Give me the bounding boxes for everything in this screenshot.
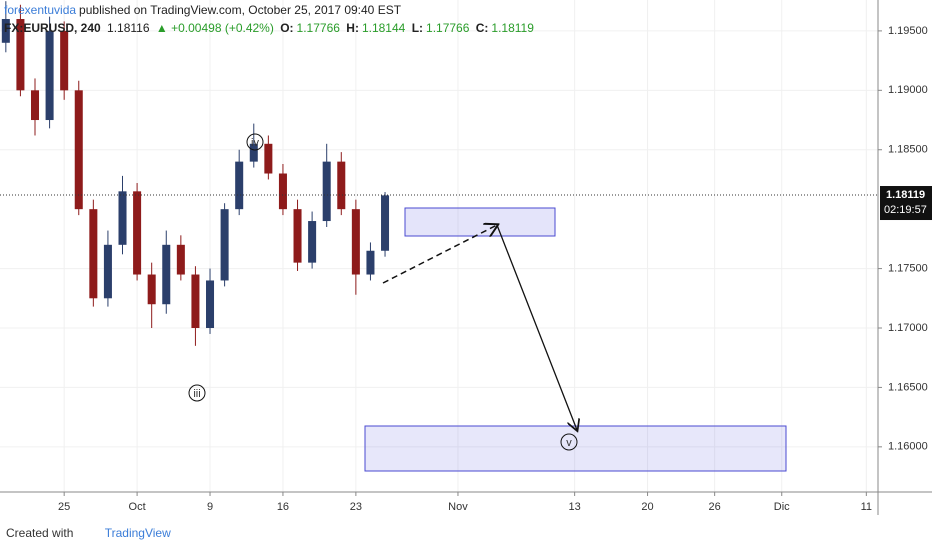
candle-body [322,161,331,222]
candle-body [103,244,112,299]
candle-body [235,161,244,210]
candle-body [176,244,185,275]
candle-body [366,250,375,275]
candle-body [1,19,10,43]
x-tick-label: 20 [641,501,653,513]
ohlc-value: 1.17766 [426,21,470,35]
ohlc-label: L: [411,21,424,35]
x-tick-label: Oct [129,501,146,513]
candle-body [60,30,69,91]
candle-body [206,280,215,328]
candle-body [16,19,25,91]
candle-body [293,209,302,263]
y-tick-label: 1.16000 [888,441,928,453]
ohlc-label: O: [280,21,294,35]
candle-body [381,195,390,251]
y-tick-label: 1.19000 [888,84,928,96]
y-tick-label: 1.17000 [888,322,928,334]
x-tick-label: 23 [350,501,362,513]
wave-label: iii [193,388,200,400]
price-tag [880,186,932,221]
change: ▲ +0.00498 (+0.42%) [155,21,274,35]
price: 1.18116 [107,21,150,35]
candle-body [278,173,287,210]
target-zone [404,207,556,237]
candle-body [351,209,360,275]
candle-body [337,161,346,210]
wave-marker [188,384,206,402]
symbol: FX:EURUSD, 240 [4,21,101,35]
candle-body [30,90,40,121]
candle-body [133,191,142,275]
ohlc-value: 1.17766 [296,21,340,35]
header-line: forexentuvida published on TradingView.co… [4,3,404,17]
candle-body [147,274,156,305]
candle-body [249,143,258,162]
wave-label: iv [251,137,259,149]
y-tick-label: 1.19500 [888,25,928,37]
countdown: 02:19:57 [884,204,927,216]
candle-body [191,274,200,328]
x-tick-label: Nov [448,501,468,513]
plot-area [0,0,878,492]
brand[interactable]: TradingView [104,526,171,540]
candle-body [74,90,83,210]
x-tick-label: Dic [774,501,790,513]
candle-body [118,191,127,245]
y-tick-label: 1.18500 [888,144,928,156]
ohlc-label: C: [475,21,489,35]
wave-marker [560,433,578,451]
ohlc-label: H: [346,21,359,35]
candle-body [264,143,273,174]
candle-body [89,209,98,299]
candle-body [220,209,229,281]
target-zone [364,425,787,472]
x-tick-label: 9 [207,501,213,513]
x-tick-label: 26 [709,501,721,513]
ohlc-value: 1.18119 [491,21,534,35]
wave-marker [246,133,264,151]
x-tick-label: 16 [277,501,289,513]
footer: Created with TradingView [6,526,171,540]
created-with: Created with [6,526,74,540]
header-line: FX:EURUSD, 240 1.18116 ▲ +0.00498 (+0.42… [4,21,537,35]
price-tag-label: 1.18119 [886,189,925,201]
published: published on TradingView.com, October 25… [79,3,402,17]
projection-arrow [382,225,497,284]
candle-body [162,244,171,305]
x-tick-label: 13 [569,501,581,513]
ohlc-value: 1.18144 [361,21,406,35]
y-tick-label: 1.16500 [888,381,928,393]
y-tick-label: 1.17500 [888,262,928,274]
x-tick-label: 25 [58,501,70,513]
wave-label: v [566,437,572,449]
candle-body [308,221,317,263]
candle-body [45,30,54,121]
author[interactable]: forexentuvida [4,3,77,17]
x-tick-label: 11 [861,501,872,513]
projection-arrow [496,224,577,430]
